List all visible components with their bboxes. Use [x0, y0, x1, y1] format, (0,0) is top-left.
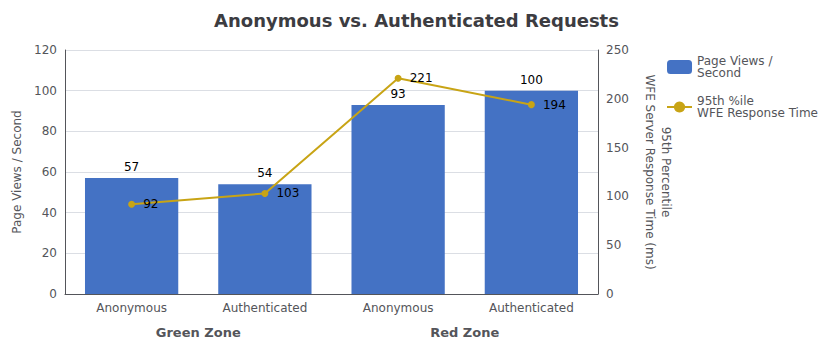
svg-text:40: 40 [42, 206, 57, 220]
svg-text:Authenticated: Authenticated [489, 301, 574, 315]
svg-text:57: 57 [124, 160, 139, 174]
svg-text:200: 200 [606, 92, 629, 106]
svg-text:0: 0 [606, 287, 614, 301]
svg-text:95th %ile: 95th %ile [697, 94, 754, 108]
svg-text:54: 54 [257, 166, 272, 180]
svg-text:80: 80 [42, 124, 57, 138]
svg-text:250: 250 [606, 43, 629, 57]
svg-text:120: 120 [34, 43, 57, 57]
svg-text:Page Views /: Page Views / [697, 54, 773, 68]
svg-text:50: 50 [606, 238, 621, 252]
svg-text:0: 0 [49, 287, 57, 301]
svg-text:WFE Response Time: WFE Response Time [697, 106, 818, 120]
svg-text:WFE Server Response Time (ms): WFE Server Response Time (ms) [643, 74, 657, 269]
svg-text:93: 93 [390, 87, 405, 101]
svg-text:100: 100 [520, 73, 543, 87]
svg-text:194: 194 [543, 98, 566, 112]
svg-text:Second: Second [697, 66, 741, 80]
svg-text:60: 60 [42, 165, 57, 179]
svg-text:Red Zone: Red Zone [430, 325, 499, 340]
svg-text:100: 100 [34, 84, 57, 98]
svg-text:Anonymous: Anonymous [96, 301, 167, 315]
svg-text:Anonymous: Anonymous [363, 301, 434, 315]
svg-text:103: 103 [276, 186, 299, 200]
svg-text:Page Views / Second: Page Views / Second [10, 110, 24, 233]
svg-text:Authenticated: Authenticated [222, 301, 307, 315]
svg-text:95th Percentile: 95th Percentile [659, 127, 673, 218]
svg-text:150: 150 [606, 141, 629, 155]
svg-text:221: 221 [410, 71, 433, 85]
svg-text:100: 100 [606, 189, 629, 203]
svg-text:Anonymous vs. Authenticated Re: Anonymous vs. Authenticated Requests [214, 10, 619, 31]
svg-text:Green Zone: Green Zone [156, 325, 241, 340]
svg-text:92: 92 [143, 197, 158, 211]
svg-text:20: 20 [42, 246, 57, 260]
